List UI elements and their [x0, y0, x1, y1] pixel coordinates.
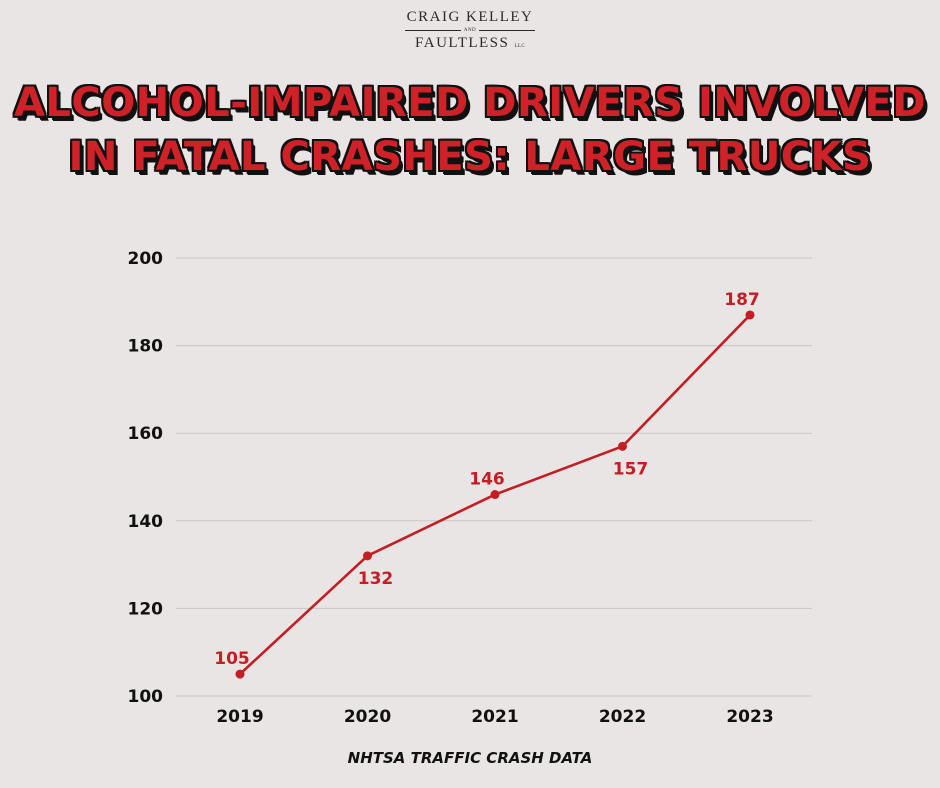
brand-logo: CRAIG KELLEY AND FAULTLESS LLC [0, 8, 940, 56]
data-point [490, 490, 500, 500]
x-axis-ticks: 2019 2020 2021 2022 2023 [216, 707, 773, 727]
x-tick-label: 2020 [344, 707, 391, 727]
logo-llc: LLC [514, 44, 525, 49]
title-line-2: IN FATAL CRASHES: LARGE TRUCKS [68, 134, 872, 180]
data-points [235, 310, 755, 679]
y-tick-label: 160 [128, 424, 164, 444]
data-label: 187 [724, 290, 760, 310]
x-tick-label: 2022 [599, 707, 646, 727]
data-label: 105 [214, 649, 250, 669]
logo-rule-left [404, 29, 461, 31]
title-line-1: ALCOHOL-IMPAIRED DRIVERS INVOLVED [13, 80, 927, 126]
y-tick-label: 200 [128, 249, 164, 269]
x-tick-label: 2023 [726, 707, 773, 727]
data-label: 132 [358, 569, 394, 589]
chart-title: ALCOHOL-IMPAIRED DRIVERS INVOLVED IN FAT… [0, 76, 940, 184]
logo-line-2-text: FAULTLESS [415, 35, 510, 51]
x-tick-label: 2019 [216, 707, 263, 727]
logo-divider: AND [0, 26, 940, 34]
data-point [235, 669, 245, 679]
data-label: 146 [469, 470, 505, 490]
y-tick-label: 140 [128, 512, 164, 532]
y-tick-label: 120 [128, 599, 164, 619]
data-label: 157 [613, 459, 649, 479]
y-tick-label: 180 [128, 337, 164, 357]
y-tick-label: 100 [128, 687, 164, 707]
x-tick-label: 2021 [471, 707, 518, 727]
grid-lines [176, 257, 812, 697]
logo-line-2: FAULTLESS LLC [0, 34, 940, 56]
data-labels: 105 132 146 157 187 [214, 290, 760, 669]
data-point [745, 310, 755, 320]
logo-line-1: CRAIG KELLEY [406, 9, 534, 25]
logo-and: AND [463, 27, 477, 33]
logo-rule-right [479, 29, 536, 31]
y-axis-ticks: 100 120 140 160 180 200 [128, 249, 164, 707]
source-caption: NHTSA TRAFFIC CRASH DATA [347, 749, 593, 767]
data-point [618, 441, 627, 451]
data-point [363, 551, 372, 561]
